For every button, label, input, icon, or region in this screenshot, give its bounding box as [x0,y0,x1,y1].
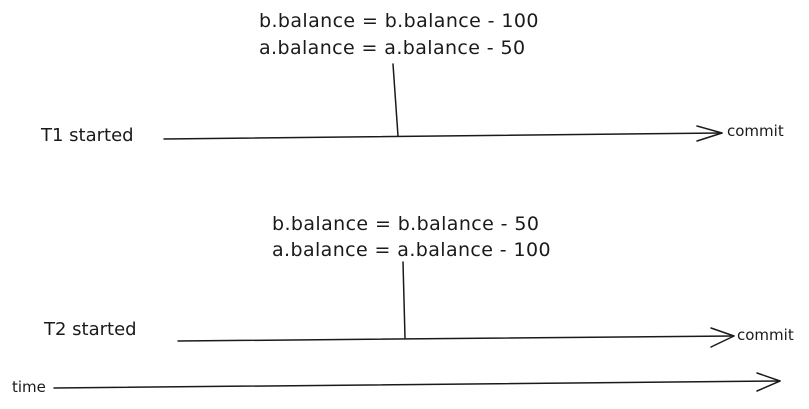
t1-start-label: T1 started [41,125,134,146]
t2-arrowhead [710,327,735,348]
t1-operation-line-2: a.balance = a.balance - 50 [259,37,526,59]
t2-timeline-arrow [177,335,735,342]
t1-timeline-arrow [163,132,723,140]
t1-operation-line-1: b.balance = b.balance - 100 [259,10,539,32]
t2-operation-marker [402,261,406,339]
time-axis-label: time [12,378,46,396]
t2-start-label: T2 started [44,319,137,340]
t2-operation-line-2: a.balance = a.balance - 100 [272,239,551,261]
t1-operation-marker [392,63,399,137]
t2-commit-label: commit [737,326,794,344]
t1-arrowhead [696,125,723,142]
time-axis-arrow [53,380,781,389]
time-axis-arrowhead [756,372,781,392]
t2-operation-line-1: b.balance = b.balance - 50 [272,213,540,235]
t1-commit-label: commit [727,122,784,140]
